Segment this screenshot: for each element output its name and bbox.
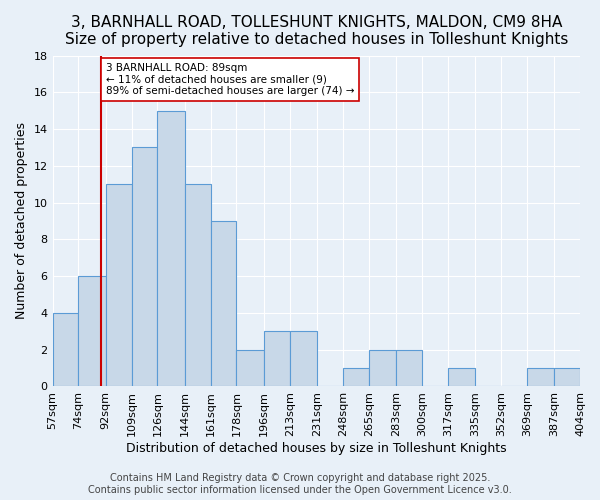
Text: Contains HM Land Registry data © Crown copyright and database right 2025.
Contai: Contains HM Land Registry data © Crown c… xyxy=(88,474,512,495)
Bar xyxy=(185,184,211,386)
Bar xyxy=(369,350,396,387)
Text: 3 BARNHALL ROAD: 89sqm
← 11% of detached houses are smaller (9)
89% of semi-deta: 3 BARNHALL ROAD: 89sqm ← 11% of detached… xyxy=(106,63,354,96)
Y-axis label: Number of detached properties: Number of detached properties xyxy=(15,122,28,320)
Title: 3, BARNHALL ROAD, TOLLESHUNT KNIGHTS, MALDON, CM9 8HA
Size of property relative : 3, BARNHALL ROAD, TOLLESHUNT KNIGHTS, MA… xyxy=(65,15,568,48)
Bar xyxy=(79,276,106,386)
Bar xyxy=(448,368,475,386)
Bar xyxy=(106,184,131,386)
Bar xyxy=(343,368,369,386)
Bar xyxy=(211,221,236,386)
Bar xyxy=(53,313,79,386)
Bar xyxy=(290,332,317,386)
Bar xyxy=(527,368,554,386)
Bar xyxy=(157,110,185,386)
Bar xyxy=(236,350,264,387)
X-axis label: Distribution of detached houses by size in Tolleshunt Knights: Distribution of detached houses by size … xyxy=(126,442,506,455)
Bar xyxy=(264,332,290,386)
Bar xyxy=(554,368,580,386)
Bar xyxy=(131,148,157,386)
Bar xyxy=(396,350,422,387)
